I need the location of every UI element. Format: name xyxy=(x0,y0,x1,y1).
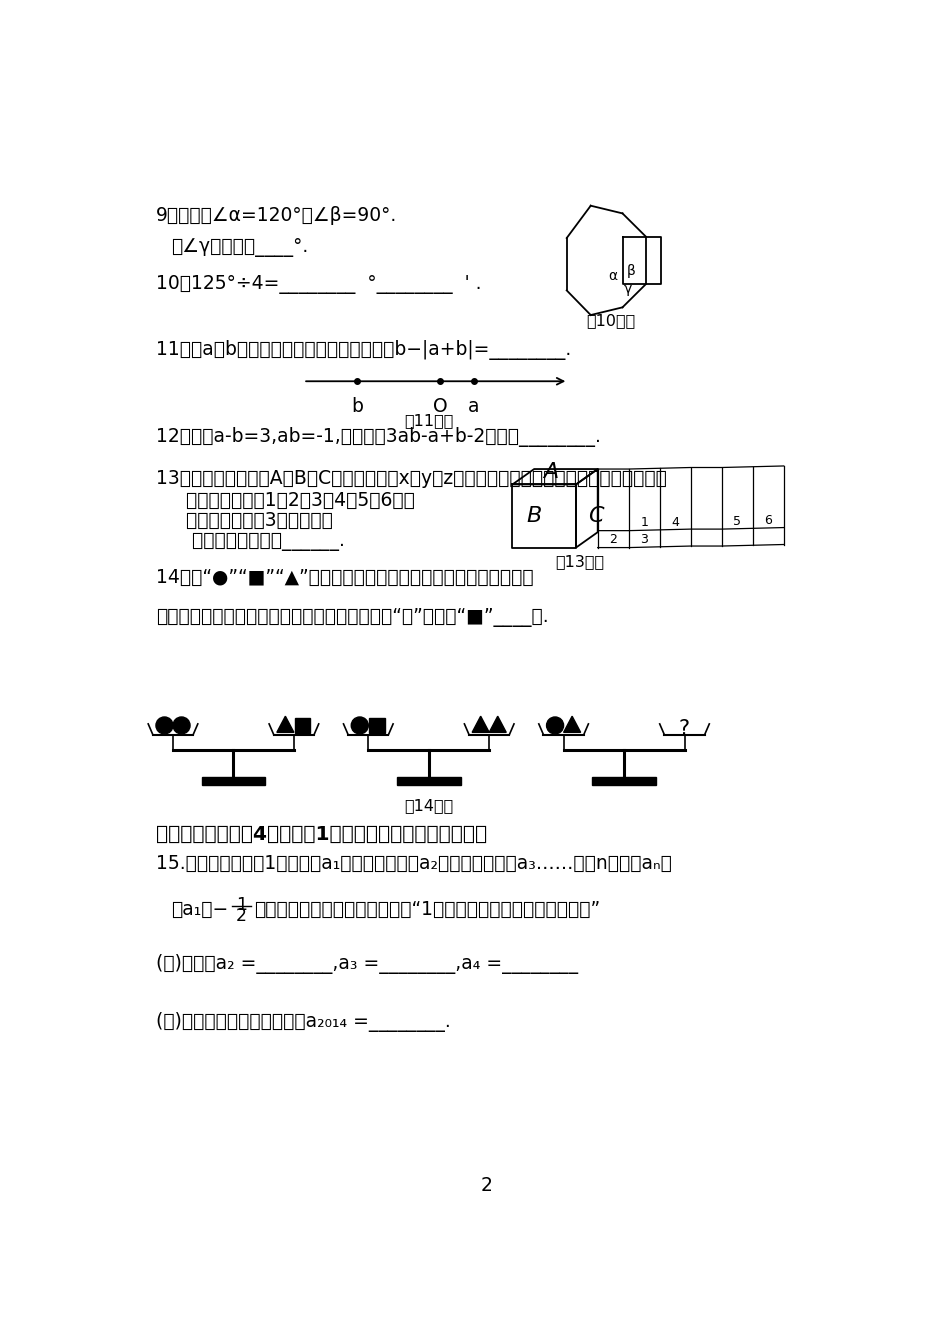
Text: ?: ? xyxy=(679,718,690,738)
Text: 若a₁＝−: 若a₁＝− xyxy=(171,900,229,919)
Text: C: C xyxy=(588,506,604,526)
Polygon shape xyxy=(489,717,506,733)
Polygon shape xyxy=(276,717,294,733)
Text: 2: 2 xyxy=(236,907,247,925)
Text: 12．如果a-b=3,ab=-1,则代数式3ab-a+b-2的値是________.: 12．如果a-b=3,ab=-1,则代数式3ab-a+b-2的値是_______… xyxy=(156,427,600,447)
Text: 第14题图: 第14题图 xyxy=(404,798,453,813)
Text: 第11题图: 第11题图 xyxy=(404,413,453,428)
Text: 14．用“●”“■”“▲”分别表示三种不同的物体，如图所示，前两架: 14．用“●”“■”“▲”分别表示三种不同的物体，如图所示，前两架 xyxy=(156,568,534,586)
Circle shape xyxy=(173,717,190,734)
Text: 当正方体翻到第3格时正方体: 当正方体翻到第3格时正方体 xyxy=(156,511,332,530)
Bar xyxy=(294,718,310,733)
Text: 2: 2 xyxy=(481,1176,493,1194)
Circle shape xyxy=(352,717,369,734)
Circle shape xyxy=(156,717,173,734)
Polygon shape xyxy=(472,717,489,733)
Text: β: β xyxy=(626,264,636,278)
Text: 10．125°÷4=________  °________  ' .: 10．125°÷4=________ °________ ' . xyxy=(156,275,482,294)
Text: b: b xyxy=(352,397,364,416)
Text: 15.有若干个数，第1个数记为a₁，第二个数记为a₂，第三个数记为a₃……，第n个记为aₙ，: 15.有若干个数，第1个数记为a₁，第二个数记为a₂，第三个数记为a₃……，第n… xyxy=(156,854,672,874)
Text: (２)根据以上结果，请你写出a₂₀₁₄ =________.: (２)根据以上结果，请你写出a₂₀₁₄ =________. xyxy=(156,1012,450,1032)
Text: 9．如图，∠α=120°，∠β=90°.: 9．如图，∠α=120°，∠β=90°. xyxy=(156,205,397,224)
Circle shape xyxy=(546,717,563,734)
Text: 3: 3 xyxy=(640,533,648,546)
Text: 5: 5 xyxy=(733,515,741,527)
Text: 第13题图: 第13题图 xyxy=(556,554,604,569)
Bar xyxy=(201,777,265,785)
Text: A: A xyxy=(543,462,559,482)
Text: O: O xyxy=(433,397,447,416)
Text: ，从第二个数起，每个数都等于“1与它前面的那个数的差的倒数。”: ，从第二个数起，每个数都等于“1与它前面的那个数的差的倒数。” xyxy=(254,900,599,919)
Text: 1: 1 xyxy=(236,895,247,914)
Text: 第10题图: 第10题图 xyxy=(586,313,636,327)
Bar xyxy=(592,777,656,785)
Text: 6: 6 xyxy=(764,514,772,527)
Text: α: α xyxy=(609,270,618,283)
Polygon shape xyxy=(563,717,580,733)
Text: B: B xyxy=(526,506,542,526)
Text: 11．数a、b在数轴上的位置如图所示，化简b−|a+b|=________.: 11．数a、b在数轴上的位置如图所示，化简b−|a+b|=________. xyxy=(156,340,571,360)
Text: (１)试计算a₂ =________,a₃ =________,a₄ =________: (１)试计算a₂ =________,a₃ =________,a₄ =____… xyxy=(156,954,578,974)
Text: 1: 1 xyxy=(640,517,648,530)
Text: γ: γ xyxy=(624,282,633,297)
Text: 位置依此翻到第1，2，3，4，5，6格，: 位置依此翻到第1，2，3，4，5，6格， xyxy=(156,491,415,510)
Bar xyxy=(397,777,461,785)
Text: 天平保持平衡，若要使第三架天平也平衡，那么“？”处应放“■”____个.: 天平保持平衡，若要使第三架天平也平衡，那么“？”处应放“■”____个. xyxy=(156,608,548,627)
Text: 则∠γ的度数是____°.: 则∠γ的度数是____°. xyxy=(171,238,309,258)
Text: 向上一面的字母是______.: 向上一面的字母是______. xyxy=(156,533,345,552)
Text: 2: 2 xyxy=(609,533,618,546)
Bar xyxy=(369,718,385,733)
Text: 13．有一个正方体，A，B，C的对面分别是x，y，z三个字母，如图所示，将这个正方体从现有: 13．有一个正方体，A，B，C的对面分别是x，y，z三个字母，如图所示，将这个正… xyxy=(156,470,667,488)
Text: 4: 4 xyxy=(672,515,679,529)
Text: 三、探究题（本题4分，每瘀1分，把答案填在题中横线上）: 三、探究题（本题4分，每瘀1分，把答案填在题中横线上） xyxy=(156,825,487,844)
Text: a: a xyxy=(468,397,480,416)
